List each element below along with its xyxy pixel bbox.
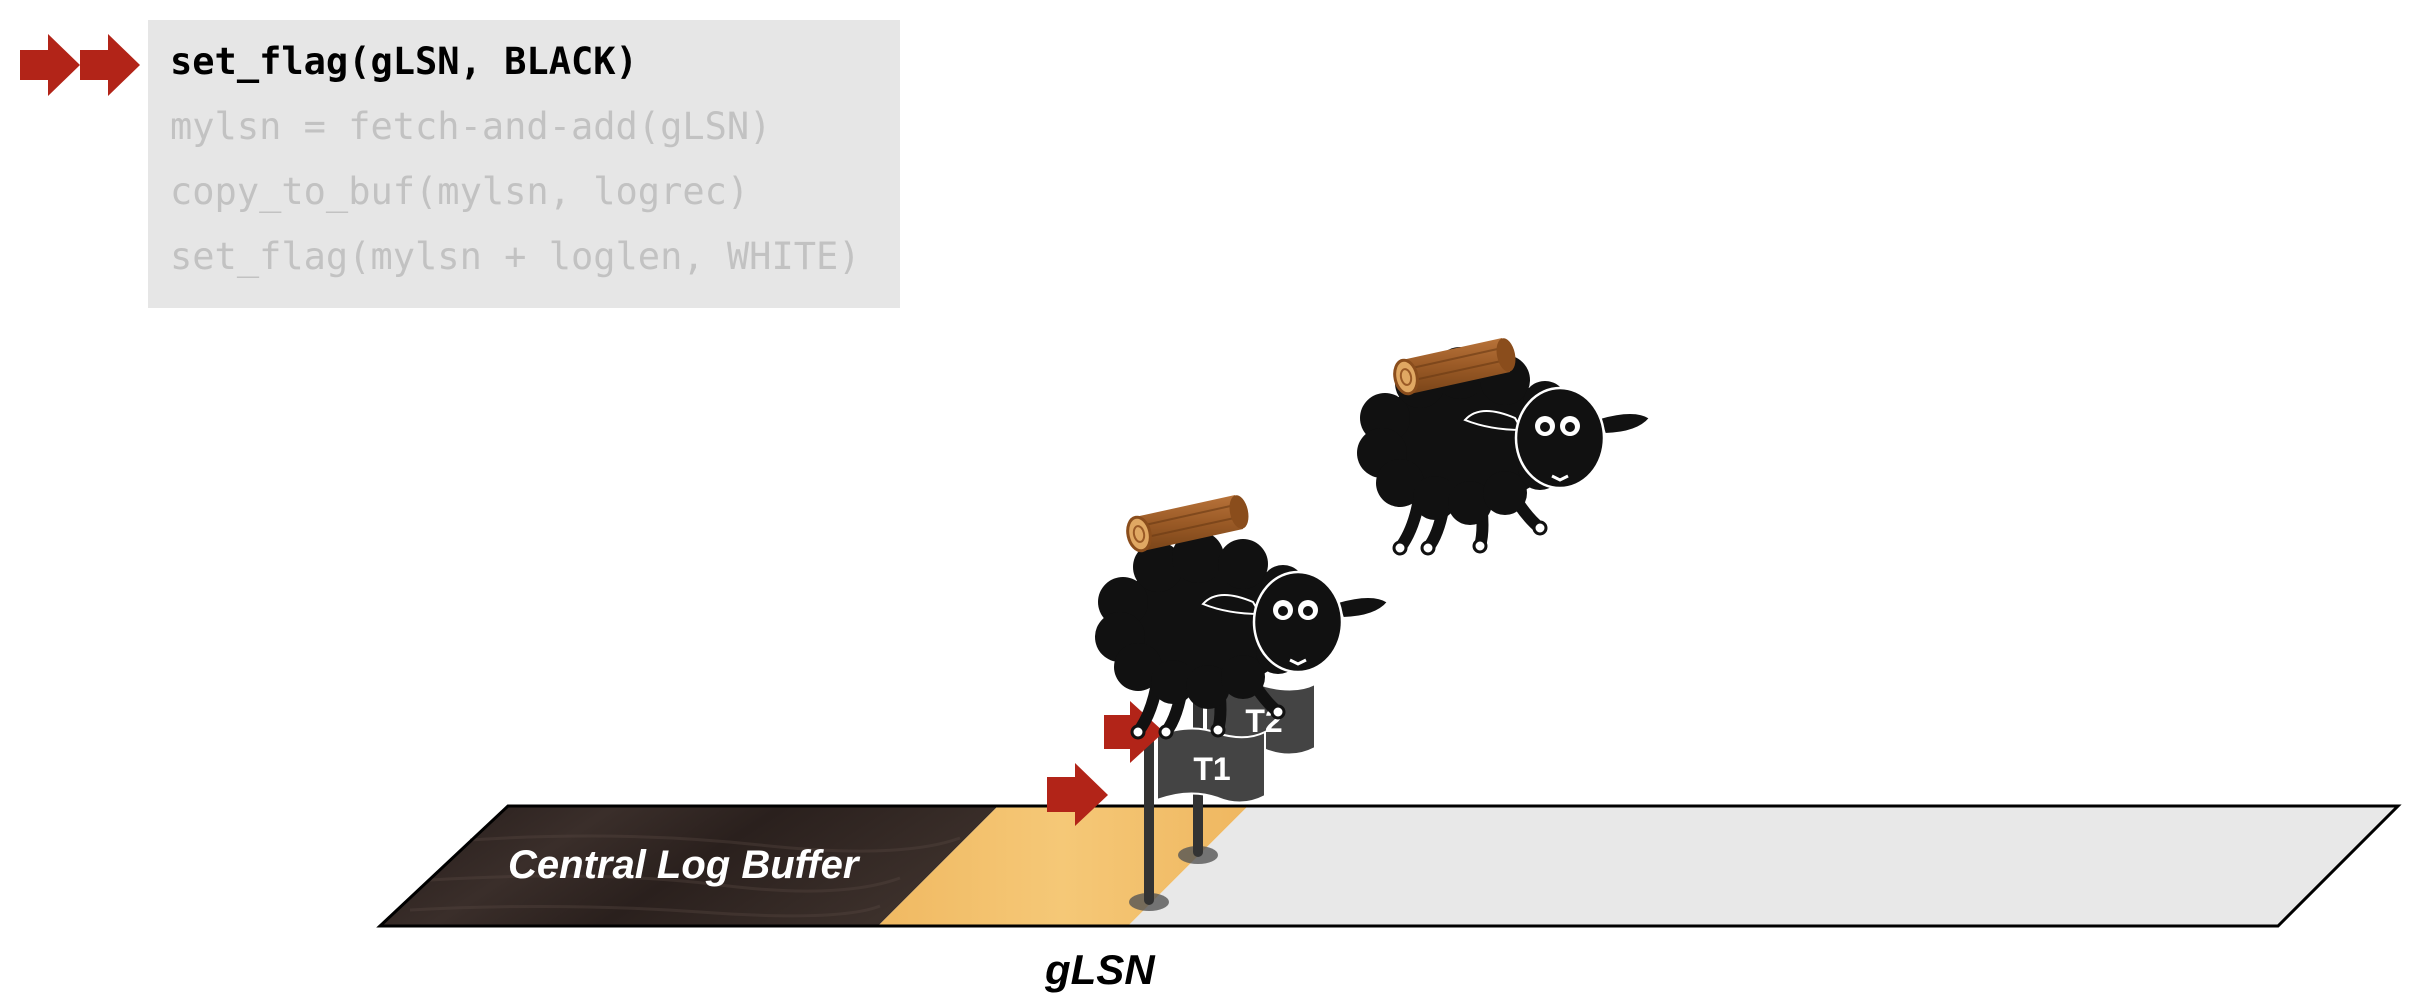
buffer-filled-region [380,806,998,926]
step-arrow-icon [80,34,140,96]
step-arrow-icon [20,34,80,96]
step-arrow-icon [1047,763,1108,826]
buffer-empty-region [1128,806,2398,926]
flag-icon [1156,727,1266,804]
code-line: copy_to_buf(mylsn, logrec) [170,170,750,213]
code-panel: set_flag(gLSN, BLACK) mylsn = fetch-and-… [148,20,900,308]
code-line: set_flag(mylsn + loglen, WHITE) [170,235,861,278]
code-line: set_flag(gLSN, BLACK) [170,40,638,83]
buffer-outline [376,804,2402,928]
pointer-label: gLSN [1045,946,1155,993]
buffer-label: Central Log Buffer [508,843,859,887]
flag-label-t1: T1 [1193,751,1230,787]
code-line: mylsn = fetch-and-add(gLSN) [170,105,772,148]
